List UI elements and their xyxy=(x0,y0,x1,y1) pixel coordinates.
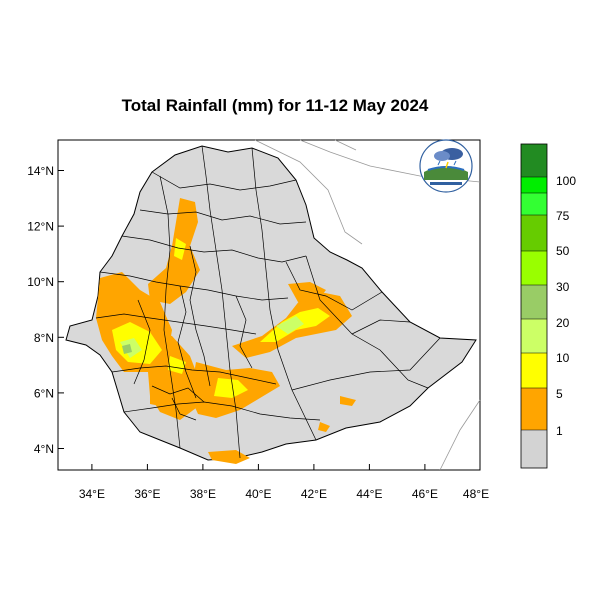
colorbar-swatch xyxy=(521,144,547,177)
zone-borders xyxy=(95,145,441,459)
lon-ticks xyxy=(91,464,481,470)
colorbar-swatch xyxy=(521,251,547,285)
colorbar-swatch xyxy=(521,193,547,215)
lat-label: 14°N xyxy=(27,164,54,178)
colorbar-label: 30 xyxy=(556,280,570,294)
colorbar-swatch xyxy=(521,319,547,353)
colorbar-swatch xyxy=(521,353,547,388)
lon-label: 42°E xyxy=(301,487,327,501)
colorbar-label: 1 xyxy=(556,424,563,438)
meteorology-institute-logo xyxy=(419,139,473,193)
lon-label: 46°E xyxy=(412,487,438,501)
lon-label: 48°E xyxy=(463,487,489,501)
lat-label: 6°N xyxy=(34,386,54,400)
colorbar-label: 5 xyxy=(556,387,563,401)
colorbar-swatch xyxy=(521,215,547,251)
lon-label: 36°E xyxy=(134,487,160,501)
colorbar-label: 75 xyxy=(556,209,570,223)
map-title: Total Rainfall (mm) for 11-12 May 2024 xyxy=(121,96,429,115)
colorbar-swatch xyxy=(521,430,547,468)
lon-label: 34°E xyxy=(79,487,105,501)
lat-label: 4°N xyxy=(34,442,54,456)
lon-label: 40°E xyxy=(245,487,271,501)
lon-label: 38°E xyxy=(190,487,216,501)
lat-label: 12°N xyxy=(27,220,54,234)
colorbar-swatch xyxy=(521,177,547,193)
colorbar-swatch xyxy=(521,388,547,430)
lat-ticks xyxy=(58,170,64,449)
colorbar-swatch xyxy=(521,285,547,319)
colorbar-label: 10 xyxy=(556,351,570,365)
rainfall-colorbar: 100 75 50 30 20 10 5 1 xyxy=(520,143,576,469)
colorbar-label: 100 xyxy=(556,174,576,188)
lon-labels: 34°E 36°E 38°E 40°E 42°E 44°E 46°E 48°E xyxy=(79,487,489,501)
colorbar-label: 50 xyxy=(556,244,570,258)
rainfall-20-30mm xyxy=(122,344,132,354)
lon-label: 44°E xyxy=(356,487,382,501)
lat-label: 10°N xyxy=(27,275,54,289)
colorbar-label: 20 xyxy=(556,316,570,330)
lat-label: 8°N xyxy=(34,331,54,345)
lat-labels: 14°N 12°N 10°N 8°N 6°N 4°N xyxy=(27,164,54,456)
